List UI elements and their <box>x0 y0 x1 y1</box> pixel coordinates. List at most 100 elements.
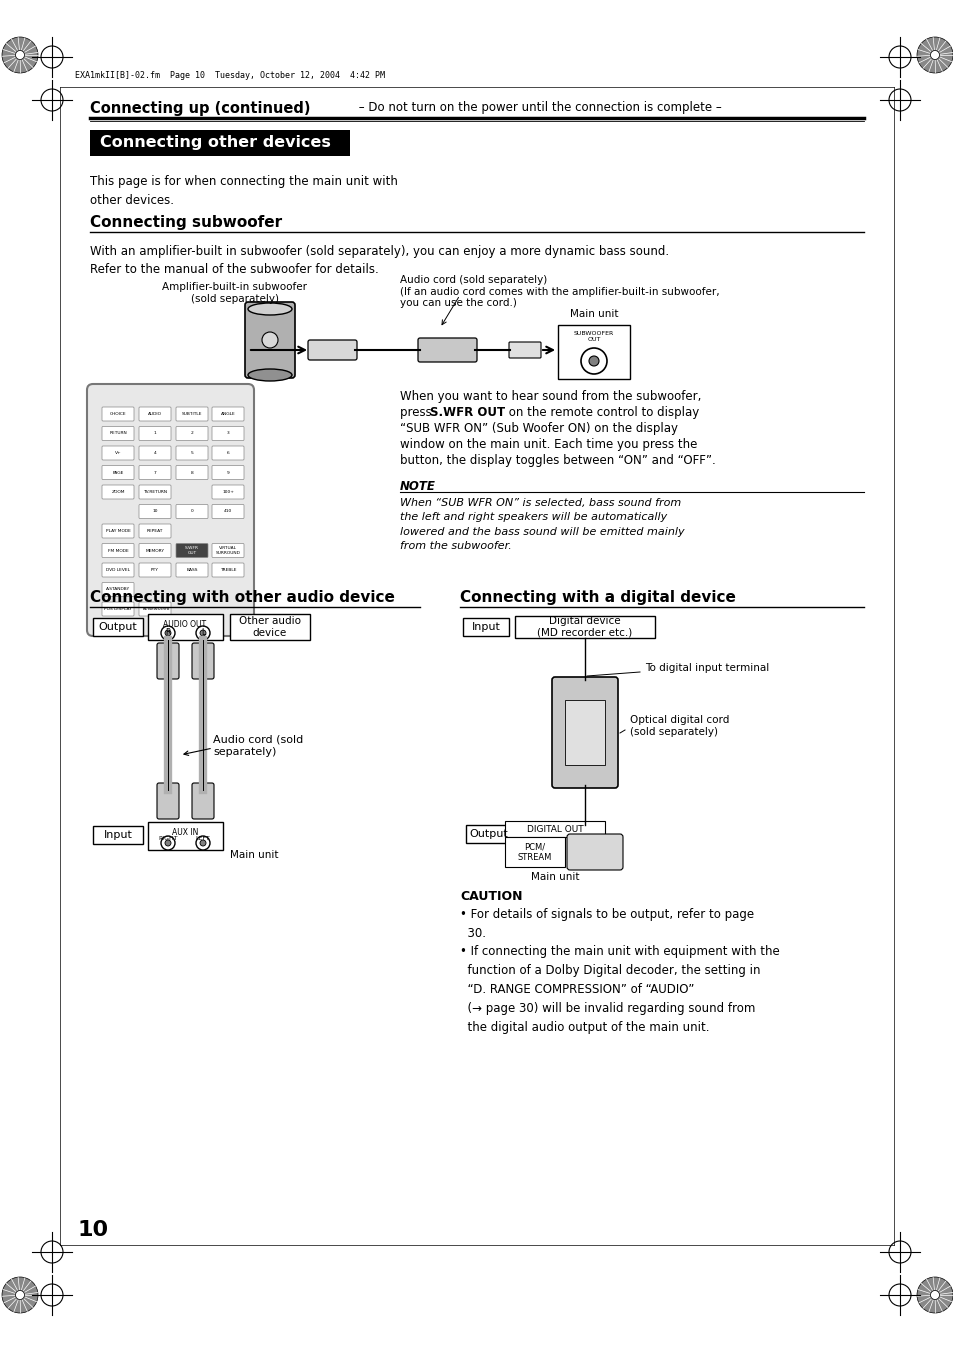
Text: DIGITAL OUT: DIGITAL OUT <box>526 824 582 834</box>
Text: PCM/
STREAM: PCM/ STREAM <box>517 842 552 862</box>
Text: DVD LEVEL: DVD LEVEL <box>106 567 130 571</box>
FancyBboxPatch shape <box>192 643 213 680</box>
Text: With an amplifier-built in subwoofer (sold separately), you can enjoy a more dyn: With an amplifier-built in subwoofer (so… <box>90 245 668 276</box>
Circle shape <box>580 349 606 374</box>
Text: Optical digital cord
(sold separately): Optical digital cord (sold separately) <box>629 715 729 736</box>
Text: RETURN: RETURN <box>109 431 127 435</box>
Circle shape <box>262 332 277 349</box>
Text: 1: 1 <box>153 431 156 435</box>
Text: R: R <box>165 628 171 638</box>
Circle shape <box>161 626 174 640</box>
Circle shape <box>195 836 210 850</box>
Text: EXA1mkII[B]-02.fm  Page 10  Tuesday, October 12, 2004  4:42 PM: EXA1mkII[B]-02.fm Page 10 Tuesday, Octob… <box>75 70 385 80</box>
Text: TV.RETURN: TV.RETURN <box>143 490 167 494</box>
Text: PAGE: PAGE <box>112 470 124 474</box>
Text: Other audio
device: Other audio device <box>239 616 301 638</box>
Text: Input: Input <box>104 830 132 840</box>
Text: Digital device
(MD recorder etc.): Digital device (MD recorder etc.) <box>537 616 632 638</box>
FancyBboxPatch shape <box>139 543 171 558</box>
FancyBboxPatch shape <box>139 603 171 616</box>
Text: ZOOM: ZOOM <box>112 490 125 494</box>
Text: 9: 9 <box>227 470 229 474</box>
Text: Audio cord (sold
separately): Audio cord (sold separately) <box>213 735 303 757</box>
Text: RIGHT: RIGHT <box>158 836 177 842</box>
Text: 3: 3 <box>227 431 229 435</box>
Text: FM MODE: FM MODE <box>108 549 129 553</box>
Text: V+: V+ <box>114 451 121 455</box>
Text: 100+: 100+ <box>222 490 233 494</box>
FancyBboxPatch shape <box>87 384 253 636</box>
Text: PTY: PTY <box>151 567 159 571</box>
Circle shape <box>200 840 206 846</box>
Text: 8: 8 <box>191 470 193 474</box>
FancyBboxPatch shape <box>175 563 208 577</box>
Text: on the remote control to display: on the remote control to display <box>504 407 699 419</box>
Text: TA/News/Info: TA/News/Info <box>141 607 169 611</box>
FancyBboxPatch shape <box>212 407 244 422</box>
Text: PLAY MODE: PLAY MODE <box>106 530 131 534</box>
Bar <box>230 613 310 640</box>
Circle shape <box>165 840 171 846</box>
Ellipse shape <box>248 369 292 381</box>
Text: When “SUB WFR ON” is selected, bass sound from
the left and right speakers will : When “SUB WFR ON” is selected, bass soun… <box>399 499 684 551</box>
Text: Connecting subwoofer: Connecting subwoofer <box>90 215 282 230</box>
Text: ANGLE: ANGLE <box>220 412 235 416</box>
Text: Output: Output <box>98 621 137 632</box>
Text: S.WFR
OUT: S.WFR OUT <box>185 546 199 555</box>
Circle shape <box>916 1277 952 1313</box>
Bar <box>90 130 350 155</box>
FancyBboxPatch shape <box>509 342 540 358</box>
Circle shape <box>916 36 952 73</box>
Bar <box>465 825 512 843</box>
FancyBboxPatch shape <box>102 603 133 616</box>
FancyBboxPatch shape <box>212 563 244 577</box>
Text: AUDIO OUT: AUDIO OUT <box>163 620 207 630</box>
FancyBboxPatch shape <box>102 466 133 480</box>
Ellipse shape <box>248 303 292 315</box>
Text: 6: 6 <box>227 451 229 455</box>
Bar <box>92 825 143 844</box>
FancyBboxPatch shape <box>139 563 171 577</box>
Circle shape <box>200 630 206 636</box>
FancyBboxPatch shape <box>212 446 244 459</box>
Bar <box>515 616 655 638</box>
FancyBboxPatch shape <box>157 643 179 680</box>
Text: “SUB WFR ON” (Sub Woofer ON) on the display: “SUB WFR ON” (Sub Woofer ON) on the disp… <box>399 422 678 435</box>
Circle shape <box>929 50 939 59</box>
Text: TREBLE: TREBLE <box>219 567 236 571</box>
FancyBboxPatch shape <box>102 582 133 597</box>
Text: POS DISPLAY: POS DISPLAY <box>104 607 132 611</box>
Bar <box>462 617 509 636</box>
Circle shape <box>195 626 210 640</box>
Text: Main unit: Main unit <box>230 850 278 861</box>
FancyBboxPatch shape <box>175 504 208 519</box>
FancyBboxPatch shape <box>212 543 244 558</box>
FancyBboxPatch shape <box>102 524 133 538</box>
FancyBboxPatch shape <box>139 524 171 538</box>
Text: – Do not turn on the power until the connection is complete –: – Do not turn on the power until the con… <box>355 101 721 115</box>
FancyBboxPatch shape <box>157 784 179 819</box>
Text: Main unit: Main unit <box>530 871 578 882</box>
FancyBboxPatch shape <box>102 543 133 558</box>
FancyBboxPatch shape <box>102 563 133 577</box>
Text: CHOICE: CHOICE <box>110 412 126 416</box>
Text: SUBTITLE: SUBTITLE <box>182 412 202 416</box>
FancyBboxPatch shape <box>308 340 356 359</box>
Text: window on the main unit. Each time you press the: window on the main unit. Each time you p… <box>399 438 697 451</box>
FancyBboxPatch shape <box>102 485 133 499</box>
Text: Input: Input <box>471 621 500 632</box>
Text: 4: 4 <box>153 451 156 455</box>
Text: Output: Output <box>469 830 508 839</box>
Text: AUX IN: AUX IN <box>172 828 198 838</box>
Text: Connecting with a digital device: Connecting with a digital device <box>459 590 735 605</box>
Text: When you want to hear sound from the subwoofer,: When you want to hear sound from the sub… <box>399 390 700 403</box>
Circle shape <box>15 50 25 59</box>
FancyBboxPatch shape <box>192 784 213 819</box>
Text: • If connecting the main unit with equipment with the
  function of a Dolby Digi: • If connecting the main unit with equip… <box>459 944 779 1034</box>
Text: Amplifier-built-in subwoofer
(sold separately): Amplifier-built-in subwoofer (sold separ… <box>162 282 307 304</box>
FancyBboxPatch shape <box>552 677 618 788</box>
Text: CAUTION: CAUTION <box>459 890 522 902</box>
Text: S.WFR OUT: S.WFR OUT <box>430 407 504 419</box>
FancyBboxPatch shape <box>139 485 171 499</box>
Circle shape <box>161 836 174 850</box>
